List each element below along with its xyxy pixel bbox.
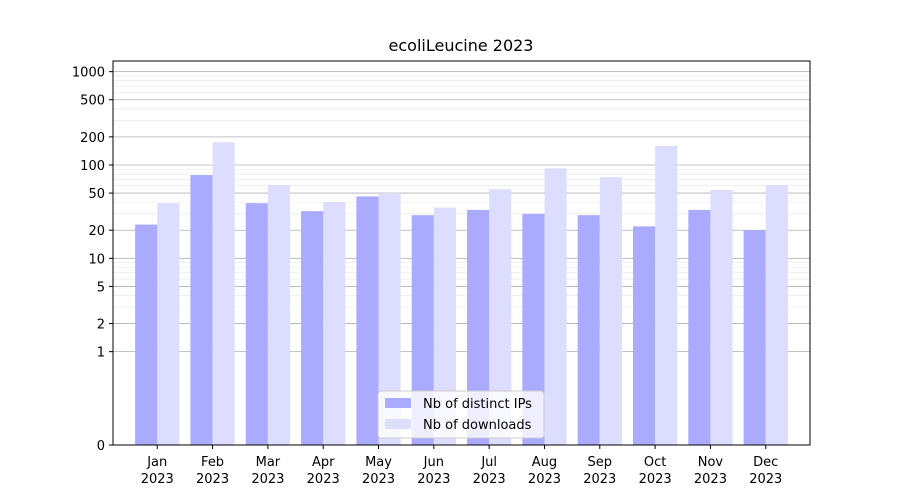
bar-distinct-ips-oct <box>632 226 656 445</box>
y-tick-label: 1 <box>97 346 105 361</box>
legend-label-distinct-ips: Nb of distinct IPs <box>423 397 532 412</box>
x-tick-label-year: 2023 <box>141 472 174 487</box>
x-tick-label-year: 2023 <box>251 472 284 487</box>
y-tick-label: 50 <box>88 187 105 202</box>
bar-distinct-ips-jun <box>411 215 434 445</box>
bar-downloads-feb <box>212 142 235 445</box>
x-tick-label-month: Aug <box>532 455 557 470</box>
y-tick-label: 10 <box>88 252 105 267</box>
x-tick-label-month: Jul <box>480 455 497 470</box>
bar-downloads-dec <box>765 185 788 445</box>
y-tick-label: 200 <box>80 131 105 146</box>
y-tick-label: 0 <box>97 439 105 454</box>
bar-distinct-ips-apr <box>301 211 324 445</box>
bar-downloads-sep <box>599 177 622 446</box>
bar-downloads-nov <box>710 189 733 445</box>
x-tick-label-month: May <box>365 455 392 470</box>
x-tick-label-year: 2023 <box>749 472 782 487</box>
bar-downloads-mar <box>267 185 291 445</box>
x-tick-label-year: 2023 <box>362 472 395 487</box>
bar-distinct-ips-may <box>356 196 379 445</box>
x-tick-label-month: Feb <box>201 455 224 470</box>
legend-box <box>377 390 545 439</box>
bar-downloads-may <box>378 193 401 445</box>
bar-distinct-ips-jan <box>135 224 158 445</box>
x-axis: Jan 2023 Feb 2023 Mar 2023 Apr 2023 May 2023 Jun 20… <box>141 445 782 487</box>
x-tick-label-year: 2023 <box>417 472 450 487</box>
legend-swatch-downloads <box>385 419 411 429</box>
legend: Nb of distinct IPs Nb of downloads <box>377 390 545 439</box>
x-tick-label-year: 2023 <box>196 472 229 487</box>
x-tick-label-year: 2023 <box>528 472 561 487</box>
y-tick-label: 500 <box>80 94 105 109</box>
y-tick-label: 1000 <box>72 66 105 81</box>
bar-distinct-ips-jul <box>467 209 490 445</box>
x-tick-label-month: Sep <box>588 455 613 470</box>
bar-distinct-ips-dec <box>743 230 766 445</box>
x-tick-label-year: 2023 <box>583 472 616 487</box>
chart-title: ecoliLeucine 2023 <box>389 36 534 55</box>
y-axis: 0 1 2 5 10 20 50 100 200 500 1000 <box>72 66 113 454</box>
bar-distinct-ips-mar <box>245 203 268 445</box>
plot-frame <box>112 60 811 446</box>
y-tick-label: 2 <box>97 318 105 333</box>
legend-swatch-distinct-ips <box>385 398 411 408</box>
bar-distinct-ips-aug <box>522 213 545 445</box>
y-tick-label: 20 <box>88 224 105 239</box>
bar-downloads-apr <box>323 202 346 445</box>
legend-label-downloads: Nb of downloads <box>423 418 532 433</box>
x-tick-label-year: 2023 <box>639 472 672 487</box>
x-tick-label-month: Nov <box>698 455 724 470</box>
x-tick-label-year: 2023 <box>473 472 506 487</box>
bars <box>135 142 788 446</box>
bar-downloads-jan <box>157 203 180 445</box>
x-tick-label-year: 2023 <box>694 472 727 487</box>
y-tick-label: 5 <box>97 280 105 295</box>
bar-distinct-ips-nov <box>688 209 711 445</box>
bar-downloads-jul <box>489 189 512 445</box>
x-tick-label-month: Jan <box>146 455 167 470</box>
y-tick-label: 100 <box>80 159 105 174</box>
bar-downloads-aug <box>544 168 567 445</box>
bar-distinct-ips-feb <box>190 175 213 445</box>
x-tick-label-month: Apr <box>312 455 335 470</box>
bar-distinct-ips-sep <box>577 215 600 445</box>
bar-downloads-jun <box>433 207 456 445</box>
x-tick-label-month: Jun <box>423 455 444 470</box>
bar-downloads-oct <box>655 145 678 445</box>
x-tick-label-month: Oct <box>644 455 666 470</box>
x-tick-label-month: Mar <box>256 455 281 470</box>
x-tick-label-year: 2023 <box>307 472 340 487</box>
x-tick-label-month: Dec <box>753 455 778 470</box>
